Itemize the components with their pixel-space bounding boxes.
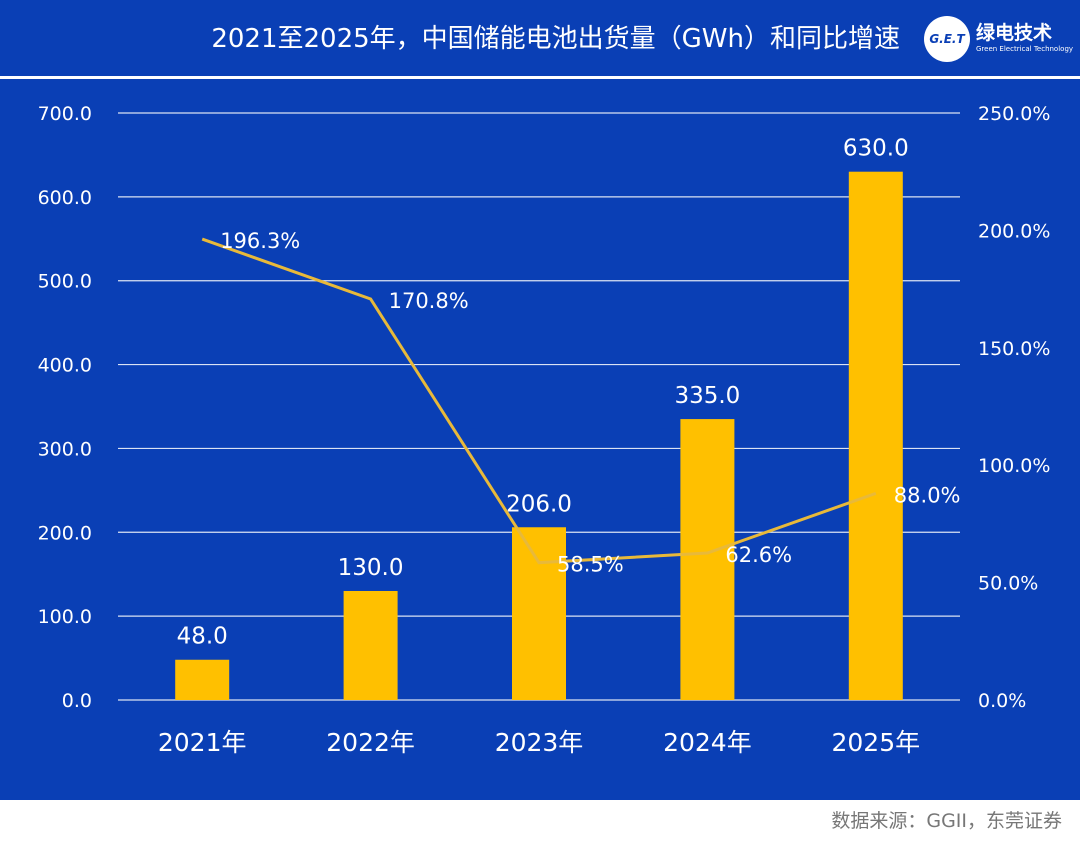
line-data-label: 58.5%	[557, 553, 624, 577]
y-left-tick-label: 0.0	[62, 690, 92, 712]
x-tick-label: 2021年	[158, 728, 247, 757]
bar	[512, 527, 566, 700]
header-bar: 2021至2025年，中国储能电池出货量（GWh）和同比增速 G.E.T 绿电技…	[0, 0, 1080, 79]
line-data-label: 62.6%	[725, 543, 792, 567]
y-left-tick-label: 500.0	[38, 271, 92, 293]
logo-name-cn: 绿电技术	[976, 22, 1053, 44]
y-right-tick-label: 0.0%	[978, 690, 1026, 712]
logo-name-en: Green Electrical Technology	[976, 45, 1074, 53]
x-tick-label: 2022年	[326, 728, 415, 757]
y-left-tick-label: 200.0	[38, 522, 92, 544]
y-right-tick-label: 100.0%	[978, 455, 1050, 477]
y-right-tick-label: 200.0%	[978, 220, 1050, 242]
bar-data-label: 206.0	[506, 491, 572, 517]
y-left-tick-label: 600.0	[38, 187, 92, 209]
bar-data-label: 630.0	[843, 136, 909, 162]
chart-title: 2021至2025年，中国储能电池出货量（GWh）和同比增速	[211, 24, 900, 54]
bar	[848, 171, 903, 700]
line-data-label: 170.8%	[389, 289, 469, 313]
y-right-tick-label: 250.0%	[978, 103, 1050, 125]
source-note: 数据来源：GGII，东莞证券	[831, 810, 1062, 832]
bar-data-label: 130.0	[338, 555, 404, 581]
bar-data-label: 335.0	[674, 383, 740, 409]
growth-line	[201, 237, 877, 565]
y-right-tick-label: 50.0%	[978, 573, 1038, 595]
y-left-tick-label: 300.0	[38, 438, 92, 460]
x-tick-label: 2023年	[495, 728, 584, 757]
combo-chart: 0.0 100.0 200.0 300.0 400.0 500.0 600.0 700.0 0.…	[38, 103, 1051, 757]
bar-data-label: 48.0	[177, 624, 228, 650]
x-tick-label: 2024年	[663, 728, 752, 757]
bar	[343, 590, 398, 700]
bar	[175, 659, 230, 700]
y-right-tick-label: 150.0%	[978, 338, 1050, 360]
y-left-tick-label: 400.0	[38, 355, 92, 377]
x-tick-label: 2025年	[831, 728, 920, 757]
y-left-tick-label: 700.0	[38, 103, 92, 125]
line-data-label: 196.3%	[220, 229, 300, 253]
brand-logo: G.E.T 绿电技术 Green Electrical Technology	[924, 16, 1074, 62]
logo-mark-icon: G.E.T	[924, 16, 970, 62]
y-left-tick-label: 100.0	[38, 606, 92, 628]
bar	[680, 419, 735, 700]
line-data-label: 88.0%	[894, 483, 961, 507]
